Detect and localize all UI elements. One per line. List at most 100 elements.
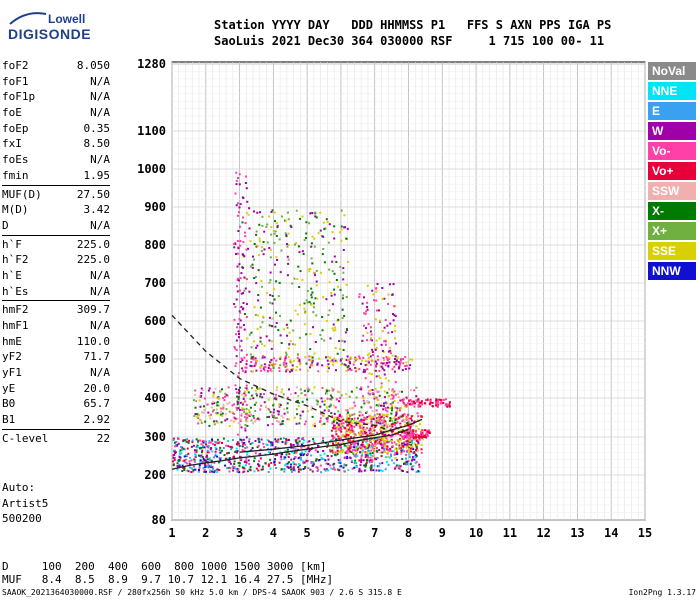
echo-point [303, 307, 306, 310]
echo-point [366, 451, 369, 454]
echo-point [257, 417, 260, 420]
echo-point [257, 465, 260, 468]
echo-point [219, 389, 222, 392]
echo-point [340, 449, 343, 452]
echo-point [400, 407, 403, 409]
echo-point [346, 433, 349, 436]
echo-point [345, 369, 348, 372]
echo-point [415, 386, 418, 389]
echo-point [330, 387, 333, 390]
echo-point [244, 400, 247, 403]
param-value: 110.0 [76, 334, 110, 348]
echo-point [360, 388, 363, 391]
echo-point [311, 415, 314, 418]
echo-point [366, 422, 369, 425]
x-tick-label: 10 [469, 526, 483, 540]
echo-point [311, 360, 314, 363]
echo-point [399, 422, 402, 425]
echo-point [273, 232, 276, 235]
echo-point [278, 410, 280, 413]
echo-point [444, 403, 447, 406]
echo-point [327, 355, 329, 358]
echo-point [340, 415, 343, 418]
echo-point [254, 410, 257, 412]
echo-point [286, 255, 289, 258]
echo-point [369, 427, 372, 430]
echo-point [221, 388, 223, 391]
echo-point [269, 441, 272, 444]
echo-point [405, 435, 408, 438]
echo-point [334, 347, 337, 349]
echo-point [300, 392, 303, 395]
echo-point [272, 416, 275, 418]
echo-point [355, 367, 358, 370]
echo-point [420, 401, 423, 404]
echo-point [182, 447, 185, 450]
echo-point [374, 443, 377, 446]
echo-point [240, 357, 243, 360]
echo-point [371, 446, 374, 449]
echo-point [333, 462, 336, 465]
echo-point [301, 410, 304, 413]
echo-point [354, 462, 357, 465]
echo-point [298, 464, 301, 467]
echo-point [274, 325, 277, 328]
echo-point [311, 212, 314, 214]
echo-point [284, 232, 287, 235]
echo-point [247, 391, 250, 394]
echo-point [350, 460, 353, 463]
echo-point [369, 431, 372, 434]
echo-point [369, 363, 372, 366]
echo-point [229, 462, 232, 465]
echo-point [389, 417, 392, 419]
echo-point [398, 447, 401, 450]
echo-point [413, 451, 416, 453]
echo-point [379, 428, 382, 431]
echo-point [407, 460, 410, 463]
echo-point [314, 341, 317, 343]
echo-point [358, 293, 361, 296]
echo-point [381, 287, 384, 289]
echo-point [207, 389, 210, 392]
echo-point [394, 324, 397, 327]
echo-point [414, 462, 417, 465]
echo-point [298, 251, 301, 254]
echo-point [384, 420, 387, 423]
echo-point [364, 428, 367, 431]
echo-point [197, 422, 200, 425]
echo-point [383, 340, 386, 342]
echo-point [326, 397, 329, 400]
echo-point [405, 361, 408, 364]
echo-point [332, 361, 335, 364]
echo-point [389, 403, 392, 405]
echo-point [191, 439, 194, 442]
echo-point [269, 368, 272, 371]
echo-point [259, 393, 262, 396]
echo-point [202, 457, 205, 460]
echo-point [218, 468, 221, 471]
echo-point [252, 255, 254, 258]
echo-point [326, 442, 328, 445]
echo-point [325, 462, 328, 465]
echo-point [172, 439, 175, 441]
param-name: fmin [2, 168, 29, 182]
param-name: foF1 [2, 74, 29, 88]
echo-point [236, 285, 238, 288]
echo-point [219, 446, 222, 449]
echo-point [225, 444, 228, 447]
echo-point [397, 401, 400, 404]
echo-point [379, 451, 382, 454]
echo-point [248, 440, 251, 443]
echo-point [360, 457, 363, 460]
echo-point [436, 403, 439, 406]
echo-point [236, 408, 238, 411]
echo-point [194, 393, 197, 396]
echo-point [198, 466, 201, 469]
echo-point [334, 427, 337, 430]
echo-point [406, 422, 409, 424]
echo-point [362, 459, 365, 462]
echo-point [369, 417, 372, 420]
echo-point [394, 381, 397, 384]
echo-point [256, 344, 259, 347]
echo-point [392, 396, 395, 398]
